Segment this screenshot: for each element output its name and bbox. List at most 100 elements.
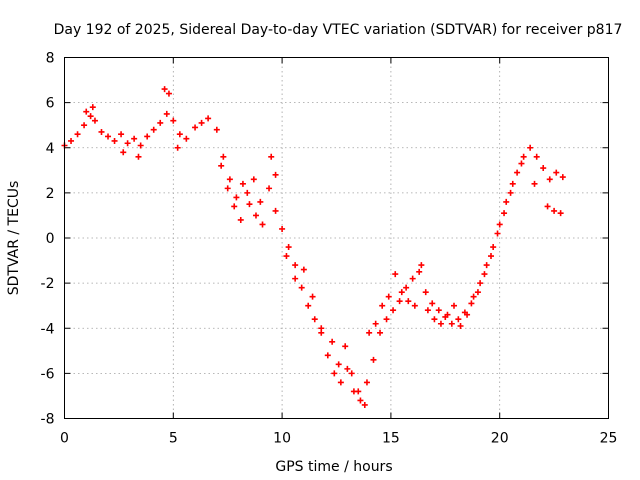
data-point [474,289,481,296]
data-point [324,352,331,359]
data-point [272,171,279,178]
data-point [157,119,164,126]
y-tick-label: 6 [46,96,55,112]
data-point [135,153,142,160]
data-point [266,185,273,192]
data-point [239,180,246,187]
data-point [379,302,386,309]
data-point [435,307,442,314]
x-tick-label: 10 [273,431,291,447]
data-point [418,262,425,269]
data-point [285,244,292,251]
data-point [83,108,90,115]
data-point [246,201,253,208]
x-tick-label: 25 [600,431,618,447]
data-point [533,153,540,160]
data-point [237,216,244,223]
data-point [105,133,112,140]
grid-layer [64,57,609,419]
data-point [377,329,384,336]
data-point [292,262,299,269]
data-point [520,153,527,160]
data-point [477,280,484,287]
data-point [224,185,231,192]
data-point [272,207,279,214]
data-point [244,189,251,196]
data-point [487,253,494,260]
data-point [416,268,423,275]
data-point [424,307,431,314]
data-points-layer [61,86,566,408]
data-point [357,397,364,404]
data-point [81,122,88,129]
data-point [91,117,98,124]
data-point [292,275,299,282]
data-point [553,169,560,176]
x-tick-label: 20 [491,431,509,447]
chart-title: Day 192 of 2025, Sidereal Day-to-day VTE… [54,22,623,38]
data-point [390,307,397,314]
data-point [111,137,118,144]
data-point [464,311,471,318]
data-point [527,144,534,151]
data-point [363,379,370,386]
data-point [124,140,131,147]
data-point [87,113,94,120]
data-point [120,149,127,156]
data-point [344,365,351,372]
data-point [311,316,318,323]
y-tick-label: -6 [41,366,55,382]
data-point [233,194,240,201]
data-point [218,162,225,169]
data-point [405,298,412,305]
data-point [546,176,553,183]
data-point [540,165,547,172]
y-tick-label: 4 [46,141,55,157]
data-point [437,320,444,327]
data-point [448,320,455,327]
data-point [259,221,266,228]
y-axis-label: SDTVAR / TECUs [6,181,22,296]
data-point [429,300,436,307]
plot-frame [64,57,609,419]
data-point [183,135,190,142]
data-point [444,311,451,318]
data-point [348,370,355,377]
data-point [318,325,325,332]
x-tick-label: 15 [382,431,400,447]
data-point [74,131,81,138]
data-point [305,302,312,309]
data-point [396,298,403,305]
data-point [509,180,516,187]
data-point [163,110,170,117]
data-point [131,135,138,142]
data-point [507,189,514,196]
data-point [268,153,275,160]
data-point [98,128,105,135]
data-point [150,126,157,133]
data-point [213,126,220,133]
data-point [68,137,75,144]
data-point [257,198,264,205]
data-point [329,338,336,345]
data-point [392,271,399,278]
data-point [226,176,233,183]
y-tick-label: 0 [46,231,55,247]
data-point [170,117,177,124]
data-point [403,284,410,291]
data-point [557,210,564,217]
data-point [411,302,418,309]
data-point [250,176,257,183]
data-point [370,356,377,363]
data-point [300,266,307,273]
data-point [385,293,392,300]
data-point [137,142,144,149]
data-point [470,293,477,300]
x-tick-label: 0 [60,431,69,447]
data-point [361,401,368,408]
data-point [335,361,342,368]
data-point [457,322,464,329]
data-point [309,293,316,300]
